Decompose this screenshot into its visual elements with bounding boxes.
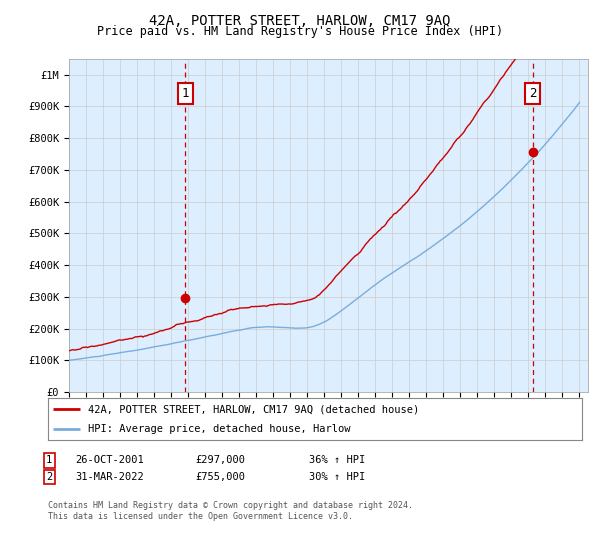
Text: 1: 1 bbox=[181, 87, 189, 100]
Text: Contains HM Land Registry data © Crown copyright and database right 2024.
This d: Contains HM Land Registry data © Crown c… bbox=[48, 501, 413, 521]
Text: £297,000: £297,000 bbox=[195, 455, 245, 465]
Text: 42A, POTTER STREET, HARLOW, CM17 9AQ: 42A, POTTER STREET, HARLOW, CM17 9AQ bbox=[149, 14, 451, 28]
Text: Price paid vs. HM Land Registry's House Price Index (HPI): Price paid vs. HM Land Registry's House … bbox=[97, 25, 503, 38]
Text: 36% ↑ HPI: 36% ↑ HPI bbox=[309, 455, 365, 465]
Text: 1: 1 bbox=[46, 455, 52, 465]
Text: £755,000: £755,000 bbox=[195, 472, 245, 482]
Text: HPI: Average price, detached house, Harlow: HPI: Average price, detached house, Harl… bbox=[88, 424, 350, 434]
Text: 42A, POTTER STREET, HARLOW, CM17 9AQ (detached house): 42A, POTTER STREET, HARLOW, CM17 9AQ (de… bbox=[88, 404, 419, 414]
Text: 31-MAR-2022: 31-MAR-2022 bbox=[75, 472, 144, 482]
Text: 2: 2 bbox=[46, 472, 52, 482]
Text: 26-OCT-2001: 26-OCT-2001 bbox=[75, 455, 144, 465]
Text: 2: 2 bbox=[529, 87, 536, 100]
Text: 30% ↑ HPI: 30% ↑ HPI bbox=[309, 472, 365, 482]
